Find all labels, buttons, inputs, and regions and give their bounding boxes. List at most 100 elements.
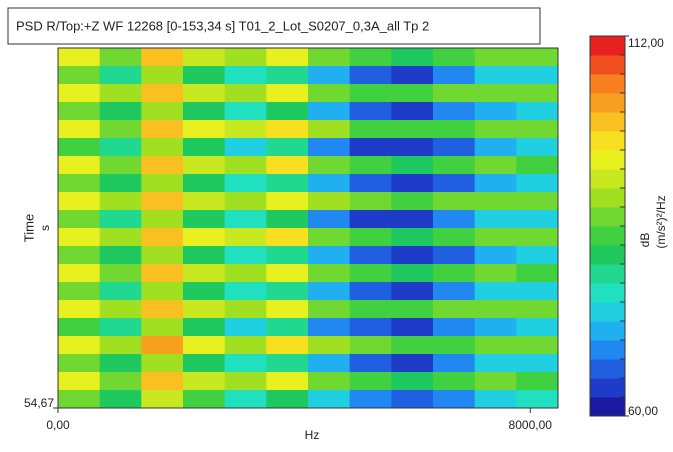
heatmap-cell — [141, 48, 184, 67]
heatmap-cell — [224, 228, 267, 247]
heatmap-cell — [99, 138, 142, 157]
heatmap-cell — [266, 300, 309, 319]
heatmap-cell — [516, 246, 559, 265]
heatmap-cell — [266, 48, 309, 67]
heatmap-cell — [433, 192, 476, 211]
heatmap-cell — [308, 372, 351, 391]
heatmap-cell — [99, 210, 142, 229]
heatmap-cell — [183, 300, 226, 319]
heatmap-cell — [141, 192, 184, 211]
heatmap-cell — [308, 156, 351, 175]
heatmap-cell — [58, 156, 101, 175]
heatmap-cell — [474, 372, 517, 391]
heatmap-cell — [308, 390, 351, 409]
heatmap-cell — [474, 120, 517, 139]
heatmap-cell — [433, 66, 476, 85]
heatmap-cell — [266, 336, 309, 355]
heatmap-cell — [266, 210, 309, 229]
heatmap-cell — [141, 174, 184, 193]
heatmap-cell — [141, 138, 184, 157]
heatmap-cell — [308, 282, 351, 301]
heatmap-cell — [58, 174, 101, 193]
heatmap-cell — [474, 300, 517, 319]
heatmap-cell — [183, 102, 226, 121]
colorbar-segment — [590, 340, 625, 360]
heatmap-cell — [183, 174, 226, 193]
heatmap-cell — [349, 192, 392, 211]
heatmap-cell — [183, 66, 226, 85]
heatmap-cell — [58, 192, 101, 211]
heatmap-cell — [99, 174, 142, 193]
y-tick-label: 54,67 — [24, 396, 54, 410]
heatmap-cell — [433, 300, 476, 319]
heatmap-cell — [474, 246, 517, 265]
heatmap-cell — [516, 372, 559, 391]
heatmap-cell — [308, 48, 351, 67]
heatmap-cell — [516, 300, 559, 319]
heatmap-cell — [391, 228, 434, 247]
colorbar-label: dB — [638, 233, 652, 248]
heatmap-cell — [266, 102, 309, 121]
heatmap-cell — [266, 192, 309, 211]
heatmap-cell — [433, 138, 476, 157]
heatmap-cell — [516, 390, 559, 409]
heatmap-cell — [349, 372, 392, 391]
heatmap-cell — [58, 264, 101, 283]
heatmap-cell — [183, 84, 226, 103]
heatmap-cell — [391, 372, 434, 391]
heatmap-cell — [58, 228, 101, 247]
heatmap-cell — [308, 336, 351, 355]
heatmap-cell — [99, 336, 142, 355]
colorbar-segment — [590, 74, 625, 94]
heatmap-cell — [224, 372, 267, 391]
x-tick-label: 0,00 — [46, 418, 70, 432]
heatmap-cell — [58, 372, 101, 391]
heatmap-cell — [308, 318, 351, 337]
heatmap-cell — [99, 48, 142, 67]
heatmap-cell — [141, 228, 184, 247]
heatmap-cell — [58, 210, 101, 229]
heatmap-cell — [349, 48, 392, 67]
heatmap-cell — [266, 84, 309, 103]
colorbar-segment — [590, 112, 625, 132]
colorbar-segment — [590, 245, 625, 265]
heatmap-cell — [349, 84, 392, 103]
heatmap-cell — [183, 246, 226, 265]
heatmap-cell — [266, 156, 309, 175]
heatmap-cell — [224, 264, 267, 283]
heatmap-cell — [391, 192, 434, 211]
heatmap-cell — [99, 372, 142, 391]
heatmap-cell — [391, 66, 434, 85]
heatmap-cell — [99, 264, 142, 283]
heatmap-cell — [349, 300, 392, 319]
heatmap-cell — [474, 138, 517, 157]
heatmap-cell — [474, 336, 517, 355]
colorbar-segment — [590, 36, 625, 56]
heatmap-cell — [433, 228, 476, 247]
heatmap-cell — [516, 174, 559, 193]
colorbar-segment — [590, 188, 625, 208]
heatmap-cell — [391, 336, 434, 355]
heatmap-cell — [391, 210, 434, 229]
heatmap-cell — [183, 336, 226, 355]
heatmap-cell — [516, 48, 559, 67]
heatmap-cell — [433, 210, 476, 229]
heatmap-cell — [433, 354, 476, 373]
heatmap-cell — [474, 102, 517, 121]
heatmap-cell — [224, 48, 267, 67]
heatmap-cell — [349, 120, 392, 139]
heatmap-cell — [433, 246, 476, 265]
heatmap-cell — [391, 102, 434, 121]
heatmap-cell — [58, 102, 101, 121]
heatmap-cell — [224, 300, 267, 319]
heatmap-cell — [474, 318, 517, 337]
heatmap-cell — [141, 318, 184, 337]
heatmap-cell — [308, 228, 351, 247]
colorbar-segment — [590, 207, 625, 227]
heatmap-cell — [183, 210, 226, 229]
heatmap-cell — [266, 354, 309, 373]
heatmap-cell — [308, 300, 351, 319]
y-axis-label: Time — [21, 214, 36, 242]
heatmap-cell — [433, 336, 476, 355]
heatmap-cell — [224, 192, 267, 211]
